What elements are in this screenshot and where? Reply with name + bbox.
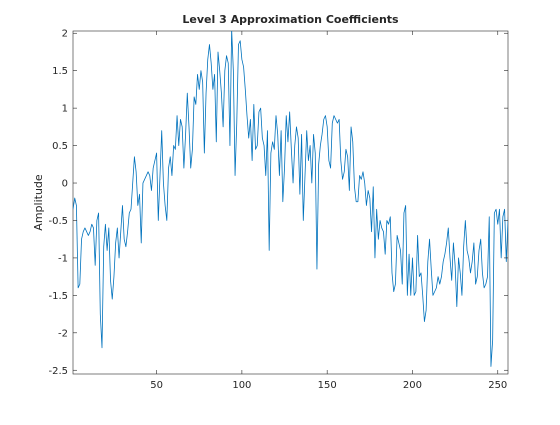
- y-tick-label: -0.5: [48, 216, 68, 227]
- y-tick-label: 1: [62, 104, 68, 115]
- x-tick-label: 250: [488, 380, 507, 391]
- plot-area: 50 100 150 200 250 2 1.5 1 0.5 0 -0.5 -1 -1.5 -2 -2.5: [48, 29, 509, 391]
- series-line-1: [73, 31, 508, 367]
- y-tick-label: 1.5: [52, 66, 68, 77]
- y-tick-label: 0.5: [52, 141, 68, 152]
- x-tick-label: 200: [403, 380, 422, 391]
- y-axis-label: Amplitude: [32, 174, 45, 231]
- x-tick-label: 50: [150, 380, 163, 391]
- y-tick-label: -1: [58, 253, 68, 264]
- y-tick-label: -2: [58, 328, 68, 339]
- x-tick-label: 100: [232, 380, 251, 391]
- y-tick-label: 2: [62, 29, 68, 40]
- y-tick-label: -2.5: [48, 366, 68, 377]
- x-tick-label: 150: [318, 380, 337, 391]
- axes-box: [72, 30, 509, 375]
- y-tick-label: -1.5: [48, 291, 68, 302]
- y-tick-label: 0: [62, 179, 68, 190]
- chart-title: Level 3 Approximation Coefficients: [182, 13, 399, 26]
